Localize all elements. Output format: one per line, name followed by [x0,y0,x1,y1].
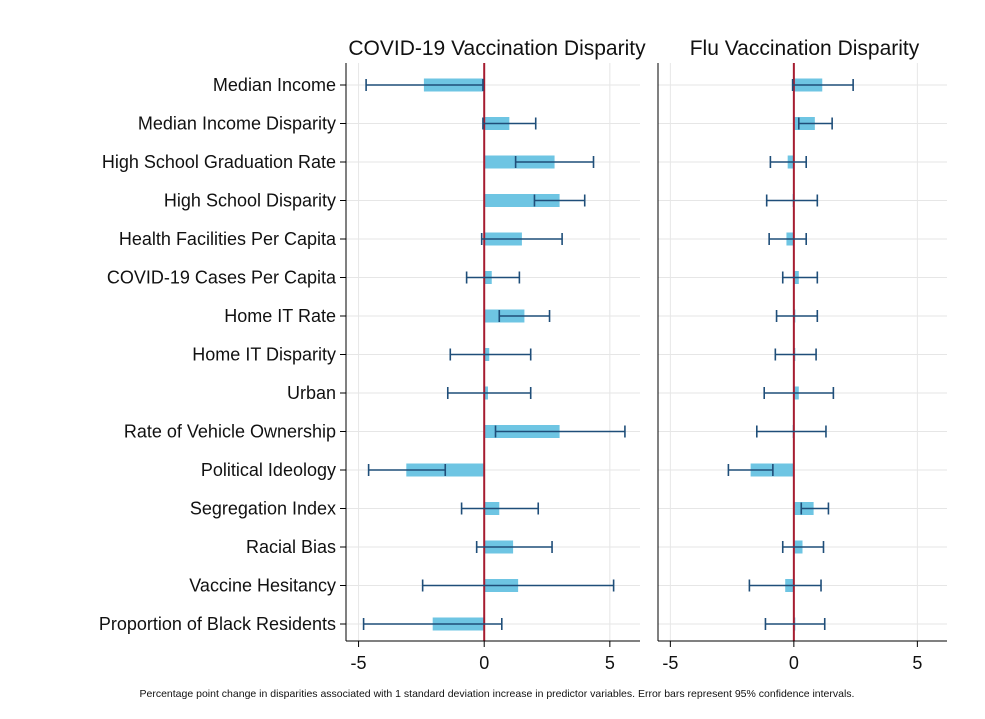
panel-title: COVID-19 Vaccination Disparity [348,37,646,60]
category-label: Median Income Disparity [138,114,336,134]
category-label: Rate of Vehicle Ownership [124,422,336,442]
x-tick-label: -5 [351,653,367,673]
category-label: Health Facilities Per Capita [119,229,337,249]
x-tick-label: 5 [605,653,615,673]
category-label: Segregation Index [190,499,336,519]
x-tick-label: -5 [662,653,678,673]
category-label: COVID-19 Cases Per Capita [107,268,337,288]
x-tick-label: 5 [912,653,922,673]
category-label: Racial Bias [246,537,336,557]
x-tick-label: 0 [479,653,489,673]
category-label: High School Disparity [164,191,336,211]
category-label: Proportion of Black Residents [99,614,336,634]
category-label: Political Ideology [201,460,336,480]
x-tick-label: 0 [789,653,799,673]
category-label: Home IT Rate [224,306,336,326]
panel-title: Flu Vaccination Disparity [690,37,920,60]
category-label: Urban [287,383,336,403]
category-label: Vaccine Hesitancy [189,576,336,596]
chart-footnote: Percentage point change in disparities a… [140,688,855,700]
bar [484,194,560,207]
category-label: High School Graduation Rate [102,152,336,172]
category-label: Home IT Disparity [192,345,336,365]
category-label: Median Income [213,75,336,95]
